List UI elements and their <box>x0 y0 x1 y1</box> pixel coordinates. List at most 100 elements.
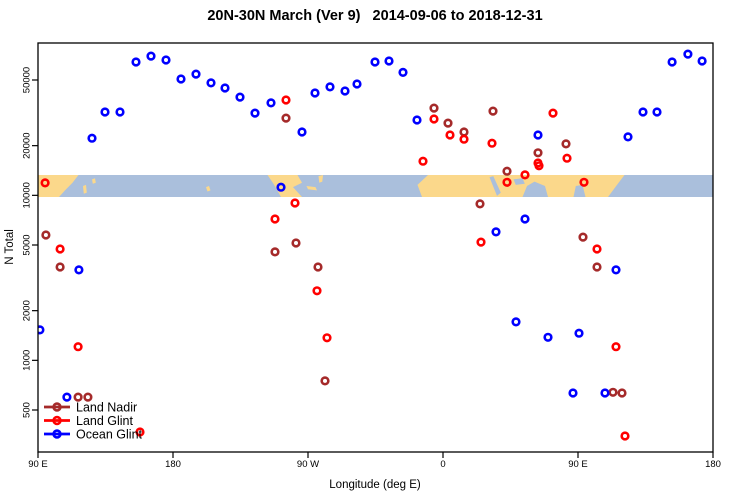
data-point-ocean-glint <box>533 130 543 140</box>
y-tick-label: 5000 <box>22 234 33 255</box>
data-point-ocean-glint <box>370 57 380 67</box>
data-point-ocean-glint <box>131 57 141 67</box>
y-tick-label: 10000 <box>22 182 33 208</box>
data-point-ocean-glint <box>276 182 286 192</box>
data-point-ocean-glint <box>266 98 276 108</box>
data-point-ocean-glint <box>100 107 110 117</box>
data-point-ocean-glint <box>574 328 584 338</box>
data-point-land-glint <box>548 108 558 118</box>
legend-label-land-glint: Land Glint <box>76 414 134 428</box>
data-point-ocean-glint <box>325 82 335 92</box>
data-point-ocean-glint <box>491 227 501 237</box>
data-point-land-nadir <box>592 262 602 272</box>
map-water-polygon <box>513 178 525 185</box>
data-point-land-glint <box>562 153 572 163</box>
data-point-ocean-glint <box>611 265 621 275</box>
data-point-land-glint <box>520 170 530 180</box>
data-point-ocean-glint <box>600 388 610 398</box>
chart-title: 20N-30N March (Ver 9) 2014-09-06 to 2018… <box>207 8 543 24</box>
axes: 90 E 180 90 W 0 90 E 180 500 1000 2000 5000 10000 2… <box>21 67 720 470</box>
data-point-ocean-glint <box>220 83 230 93</box>
data-point-land-nadir <box>270 247 280 257</box>
data-point-ocean-glint <box>638 107 648 117</box>
data-point-land-glint <box>445 130 455 140</box>
data-point-land-glint <box>270 214 280 224</box>
data-point-ocean-glint <box>697 56 707 66</box>
data-point-land-nadir <box>320 376 330 386</box>
data-point-ocean-glint <box>652 107 662 117</box>
scatter-points <box>38 49 707 441</box>
map-land-polygon <box>417 175 625 197</box>
data-point-ocean-glint <box>235 92 245 102</box>
data-point-land-glint <box>534 161 544 171</box>
legend-marker-land-glint <box>52 415 62 426</box>
data-point-land-nadir <box>41 230 51 240</box>
data-point-ocean-glint <box>384 56 394 66</box>
data-point-land-nadir <box>488 106 498 116</box>
x-tick-label: 90 E <box>568 459 588 470</box>
data-point-land-glint <box>73 342 83 352</box>
legend-label-ocean-glint: Ocean Glint <box>76 428 143 442</box>
data-point-land-nadir <box>533 148 543 158</box>
data-point-land-glint <box>312 286 322 296</box>
data-point-ocean-glint <box>683 49 693 59</box>
data-point-land-nadir <box>443 118 453 128</box>
data-point-ocean-glint <box>206 78 216 88</box>
x-axis-title: Longitude (deg E) <box>329 479 421 491</box>
data-point-land-glint <box>459 134 469 144</box>
data-point-ocean-glint <box>74 265 84 275</box>
legend <box>44 402 70 439</box>
data-point-ocean-glint <box>412 115 422 125</box>
data-point-ocean-glint <box>176 74 186 84</box>
map-water-polygon <box>489 176 501 196</box>
data-point-ocean-glint <box>667 57 677 67</box>
data-point-ocean-glint <box>38 325 45 335</box>
data-point-ocean-glint <box>398 67 408 77</box>
legend-marker-ocean-glint <box>52 429 62 439</box>
data-point-ocean-glint <box>310 88 320 98</box>
data-point-land-nadir <box>608 387 618 397</box>
data-point-land-nadir <box>459 127 469 137</box>
data-point-land-glint <box>135 427 145 437</box>
map-land-polygon <box>318 175 323 183</box>
map-land-polygon <box>83 184 87 194</box>
data-point-land-glint <box>40 178 50 188</box>
y-tick-label: 20000 <box>21 132 32 158</box>
data-point-land-glint <box>502 177 512 187</box>
y-tick-label: 500 <box>22 402 33 418</box>
data-point-ocean-glint <box>62 392 72 402</box>
data-point-land-nadir <box>561 139 571 149</box>
data-point-ocean-glint <box>568 388 578 398</box>
map-water-polygon <box>573 184 586 197</box>
data-point-land-nadir <box>429 103 439 113</box>
data-point-land-nadir <box>73 392 83 402</box>
y-tick-label: 50000 <box>22 67 33 93</box>
data-point-land-nadir <box>578 232 588 242</box>
data-point-land-glint <box>476 237 486 247</box>
data-point-ocean-glint <box>297 127 307 137</box>
data-point-land-nadir <box>291 238 301 248</box>
y-axis-title: N Total <box>4 229 16 265</box>
data-point-land-nadir <box>313 262 323 272</box>
map-land-polygon <box>306 186 317 191</box>
data-point-ocean-glint <box>250 108 260 118</box>
data-point-ocean-glint <box>352 79 362 89</box>
data-point-land-glint <box>281 95 291 105</box>
data-point-land-glint <box>418 156 428 166</box>
data-point-land-glint <box>322 333 332 343</box>
x-tick-label: 180 <box>705 459 721 470</box>
data-point-land-nadir <box>55 262 65 272</box>
data-point-land-glint <box>429 114 439 124</box>
data-point-land-nadir <box>617 388 627 398</box>
data-point-land-nadir <box>83 392 93 402</box>
data-point-ocean-glint <box>520 214 530 224</box>
plot-border <box>37 42 714 453</box>
data-point-land-nadir <box>502 166 512 176</box>
data-point-ocean-glint <box>191 69 201 79</box>
data-point-ocean-glint <box>146 51 156 61</box>
y-tick-label: 2000 <box>21 300 32 321</box>
data-point-ocean-glint <box>115 107 125 117</box>
data-point-ocean-glint <box>87 133 97 143</box>
map-land-polygon <box>206 186 211 192</box>
